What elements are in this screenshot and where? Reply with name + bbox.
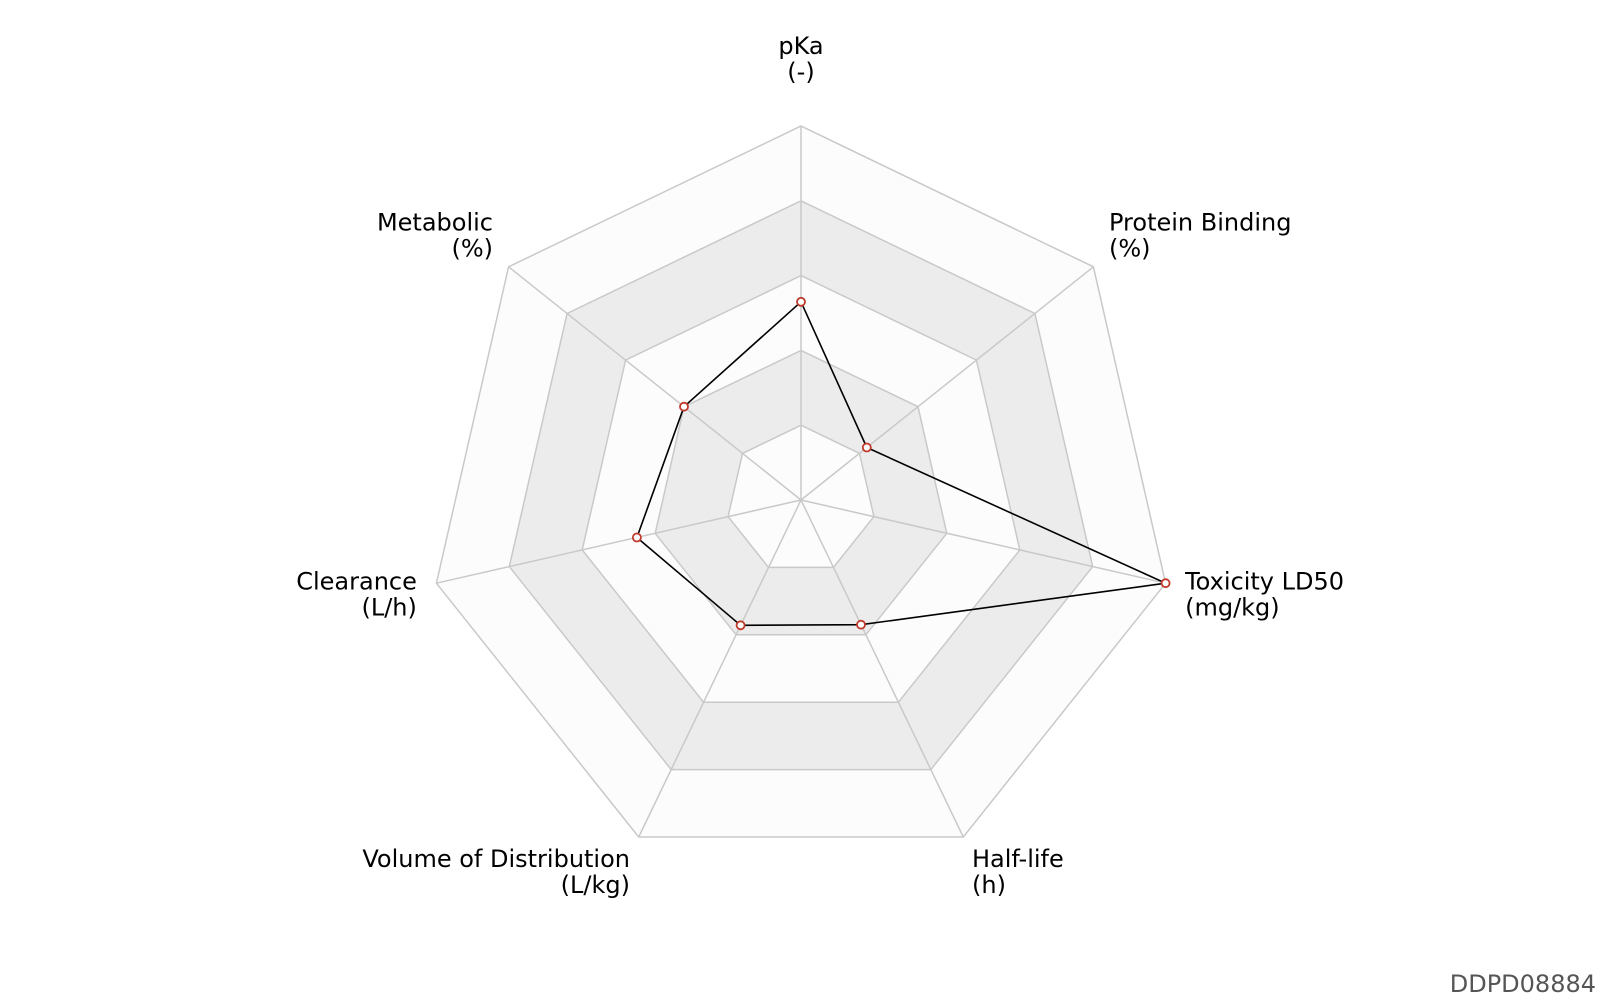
chart-id-label: DDPD08884 bbox=[1449, 970, 1596, 998]
point-clearance bbox=[632, 532, 642, 543]
axis-unit-metabolic: (%) bbox=[451, 234, 493, 262]
axis-name-clearance: Clearance bbox=[296, 568, 417, 596]
spoke-toxicity bbox=[800, 499, 1166, 584]
data-markers bbox=[632, 296, 1171, 631]
series-line bbox=[636, 300, 1167, 627]
point-protein_binding bbox=[861, 442, 872, 453]
axis-label-half_life: Half-life (h) bbox=[972, 845, 1064, 899]
spoke-vd bbox=[638, 499, 802, 838]
point-half_life bbox=[856, 619, 866, 630]
point-toxicity bbox=[1160, 578, 1171, 589]
axis-name-protein_binding: Protein Binding bbox=[1109, 208, 1291, 236]
point-vd bbox=[735, 620, 746, 631]
spoke-half_life bbox=[800, 499, 964, 838]
axis-name-pka: pKa bbox=[778, 32, 823, 60]
data-series bbox=[636, 300, 1167, 627]
axis-unit-pka: (-) bbox=[787, 58, 814, 86]
axis-unit-half_life: (h) bbox=[972, 871, 1006, 899]
axis-name-half_life: Half-life bbox=[972, 845, 1064, 873]
axis-label-pka: pKa (-) bbox=[778, 32, 823, 86]
spoke-protein_binding bbox=[800, 266, 1094, 501]
point-metabolic bbox=[679, 401, 689, 412]
axis-labels: pKa (-)Protein Binding (%)Toxicity LD50 (mg… bbox=[296, 32, 1344, 899]
axis-name-vd: Volume of Distribution bbox=[362, 845, 630, 873]
axis-unit-protein_binding: (%) bbox=[1109, 234, 1151, 262]
axis-unit-vd: (L/kg) bbox=[561, 871, 630, 899]
point-pka bbox=[796, 296, 806, 307]
spoke-clearance bbox=[436, 499, 802, 584]
axis-label-vd: Volume of Distribution (L/kg) bbox=[362, 845, 630, 899]
axis-label-clearance: Clearance (L/h) bbox=[296, 568, 417, 622]
axis-unit-toxicity: (mg/kg) bbox=[1185, 594, 1280, 622]
axis-label-protein_binding: Protein Binding (%) bbox=[1109, 208, 1291, 262]
grid-spokes bbox=[436, 126, 1166, 838]
axis-name-toxicity: Toxicity LD50 bbox=[1184, 568, 1344, 596]
spoke-metabolic bbox=[508, 266, 802, 501]
axis-unit-clearance: (L/h) bbox=[361, 594, 416, 622]
axis-name-metabolic: Metabolic bbox=[377, 208, 493, 236]
axis-label-toxicity: Toxicity LD50 (mg/kg) bbox=[1184, 568, 1344, 622]
axis-label-metabolic: Metabolic (%) bbox=[377, 208, 493, 262]
